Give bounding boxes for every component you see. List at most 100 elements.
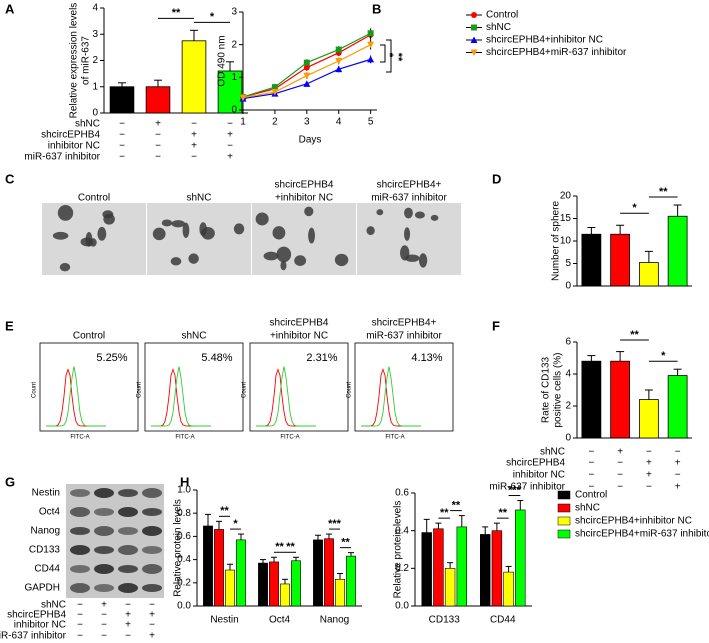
- condition-mark: −: [191, 119, 197, 130]
- y-tick-label: 4: [92, 3, 98, 14]
- y-tick-label: 0.0: [395, 601, 409, 612]
- blot-band: [94, 584, 114, 592]
- sphere: [334, 253, 349, 267]
- histogram-curve: [46, 366, 106, 427]
- x-tick-label: CD133: [429, 615, 461, 626]
- image-label: shNC: [186, 193, 211, 204]
- panel-letter: G: [5, 474, 15, 489]
- blot-band: [70, 527, 90, 535]
- condition-label: shcircEPHB4: [41, 130, 100, 141]
- sphere: [80, 237, 94, 247]
- blot-band: [142, 564, 162, 574]
- significance-label: **: [275, 541, 284, 553]
- x-tick-label: Oct4: [269, 615, 291, 626]
- marker: [271, 89, 279, 96]
- sphere: [52, 231, 69, 240]
- condition-label: miR-637 inhibitor: [489, 482, 565, 493]
- bar: [667, 215, 688, 287]
- blot-band: [94, 546, 114, 554]
- legend-label: shcircEPHB4+miR-637 inhibitor: [575, 529, 709, 540]
- flow-plot: [39, 342, 139, 432]
- panel-letter: C: [5, 171, 15, 186]
- marker: [471, 24, 477, 31]
- y-tick-label: 1.0: [177, 485, 191, 496]
- y-tick-label: 3: [92, 29, 98, 40]
- blot-band: [142, 584, 162, 592]
- bar: [515, 509, 526, 607]
- sphere: [400, 245, 410, 261]
- y-tick-label: 0: [565, 433, 571, 444]
- image-label: shcircEPHB4: [270, 318, 329, 329]
- condition-mark: +: [191, 130, 197, 141]
- blot-band: [94, 508, 114, 516]
- condition-mark: +: [125, 620, 131, 631]
- y-axis-label: Number of sphere: [551, 201, 562, 281]
- condition-mark: −: [149, 600, 155, 611]
- y-tick-label: 0.2: [177, 577, 191, 588]
- marker: [335, 58, 343, 65]
- bar: [236, 539, 246, 607]
- condition-label: shNC: [75, 119, 100, 130]
- marker: [303, 64, 310, 71]
- marker: [335, 46, 342, 53]
- legend-swatch: [557, 490, 571, 500]
- condition-mark: −: [119, 130, 125, 141]
- y-axis-label: OD 490 nm: [217, 35, 228, 86]
- percentage-label: 5.25%: [96, 352, 127, 364]
- legend-swatch: [557, 516, 571, 526]
- condition-mark: −: [227, 119, 233, 130]
- image-label: Control: [73, 331, 105, 342]
- sphere: [103, 213, 115, 225]
- significance-label: **: [498, 507, 507, 519]
- bar: [638, 262, 659, 287]
- blot-band: [70, 583, 90, 593]
- sphere-image: [147, 203, 251, 275]
- sphere: [255, 212, 269, 226]
- sphere: [366, 226, 375, 236]
- condition-mark: −: [77, 620, 83, 631]
- condition-label: shNC: [540, 447, 565, 458]
- y-axis-label: Relative protein levels: [393, 501, 404, 599]
- significance-label: **: [341, 537, 350, 549]
- y-tick-label: 2: [565, 401, 571, 412]
- x-tick-label: 5: [368, 117, 374, 128]
- bar: [433, 528, 444, 607]
- legend-label: Control: [486, 10, 518, 21]
- blot-band: [118, 507, 138, 517]
- condition-mark: −: [77, 600, 83, 611]
- significance-label: **: [440, 507, 449, 519]
- y-tick-label: 0: [92, 108, 98, 119]
- significance-label: *: [233, 518, 238, 530]
- y-tick-label: 0.4: [395, 525, 409, 536]
- y-tick-label: 3: [231, 7, 237, 18]
- condition-mark: −: [588, 447, 594, 458]
- sphere: [171, 220, 185, 228]
- significance-label: **: [286, 541, 295, 553]
- legend-label: shNC: [575, 503, 600, 514]
- y-axis-label: Relative protein levels: [173, 499, 184, 597]
- condition-mark: −: [617, 458, 623, 469]
- axis-label: FITC-A: [385, 435, 404, 441]
- sphere: [376, 209, 384, 216]
- sphere: [233, 223, 245, 235]
- condition-mark: −: [125, 600, 131, 611]
- blot-band: [118, 583, 138, 593]
- marker: [239, 94, 247, 102]
- y-axis-label: Rate of CD133: [541, 356, 552, 423]
- image-label: +inhibitor NC: [275, 193, 333, 204]
- sphere: [276, 246, 292, 263]
- panel-letter: F: [492, 318, 500, 333]
- axis-label: FITC-A: [70, 435, 89, 441]
- condition-mark: −: [119, 152, 125, 163]
- bar: [667, 375, 688, 439]
- marker: [303, 72, 311, 80]
- marker: [470, 49, 478, 56]
- bar: [503, 571, 514, 607]
- blot-band: [70, 545, 90, 555]
- legend-label: Control: [575, 490, 607, 501]
- condition-label: inhibitor NC: [14, 620, 66, 631]
- sphere: [152, 227, 166, 241]
- condition-mark: −: [646, 482, 652, 493]
- image-label: shcircEPHB4: [275, 180, 334, 191]
- sphere: [430, 214, 439, 221]
